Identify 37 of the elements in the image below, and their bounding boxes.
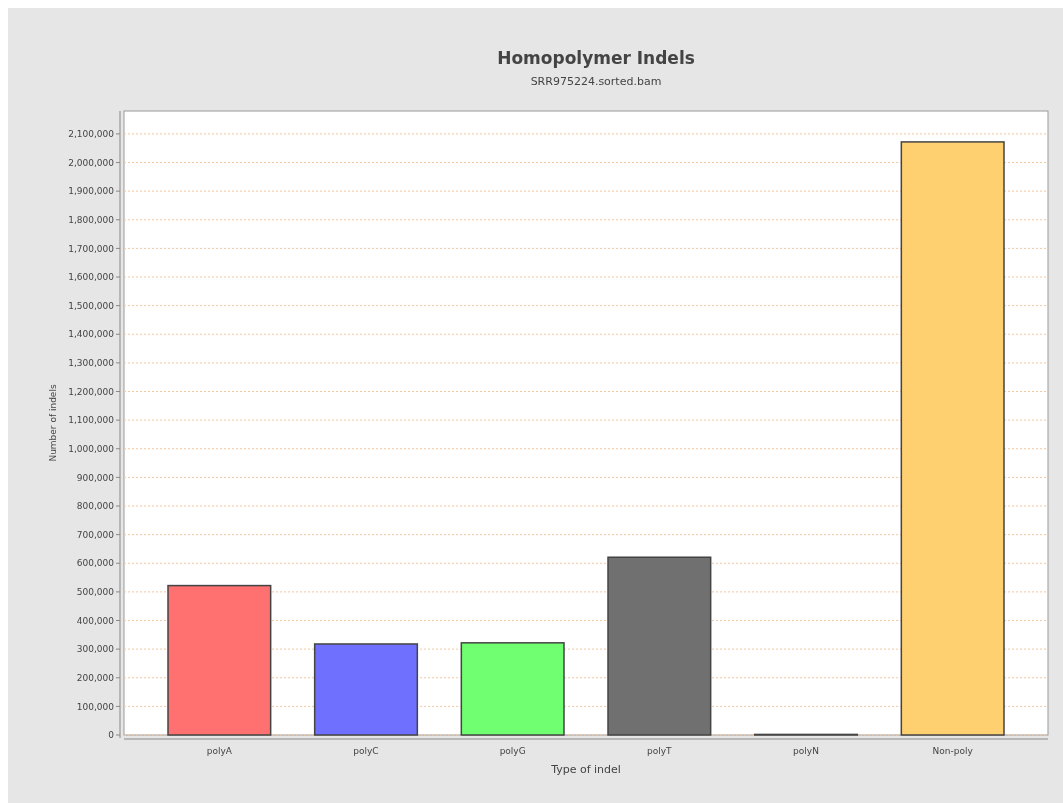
chart-title: Homopolymer Indels (497, 48, 695, 68)
bar (900, 141, 1005, 736)
chart-subtitle: SRR975224.sorted.bam (530, 75, 662, 88)
y-tick-label: 2,100,000 (68, 129, 115, 140)
y-tick-label: 2,000,000 (68, 157, 115, 168)
y-tick-label: 500,000 (76, 587, 115, 598)
y-tick-label: 1,800,000 (68, 214, 115, 225)
bar (167, 584, 272, 736)
y-tick-label: 1,700,000 (68, 243, 115, 254)
y-tick-label: 1,200,000 (68, 386, 115, 397)
y-tick-label: 1,100,000 (68, 415, 115, 426)
x-axis-title: Type of indel (550, 763, 621, 776)
y-tick-label: 1,600,000 (68, 272, 115, 283)
y-tick-label: 600,000 (76, 558, 115, 569)
x-tick-label: polyC (353, 746, 379, 756)
x-tick-label: polyG (499, 746, 526, 756)
y-tick-label: 0 (108, 730, 115, 741)
y-tick-label: 100,000 (76, 701, 115, 712)
x-tick-label: polyN (793, 746, 819, 756)
bar (313, 643, 419, 736)
y-tick-label: 700,000 (76, 529, 115, 540)
y-tick-label: 900,000 (76, 472, 115, 483)
y-tick-label: 200,000 (76, 672, 115, 683)
x-tick-label: Non-poly (932, 746, 974, 756)
y-tick-label: 1,300,000 (68, 358, 115, 369)
y-tick-label: 1,500,000 (68, 300, 115, 311)
y-axis-title: Number of indels (48, 384, 58, 462)
bar (607, 556, 712, 736)
y-tick-label: 1,900,000 (68, 186, 115, 197)
bar (460, 642, 565, 736)
y-tick-label: 800,000 (76, 501, 115, 512)
y-tick-label: 1,000,000 (68, 443, 115, 454)
y-tick-label: 300,000 (76, 644, 115, 655)
x-tick-label: polyA (206, 746, 233, 756)
x-tick-label: polyT (647, 746, 673, 756)
y-tick-label: 400,000 (76, 615, 115, 626)
y-tick-label: 1,400,000 (68, 329, 115, 340)
